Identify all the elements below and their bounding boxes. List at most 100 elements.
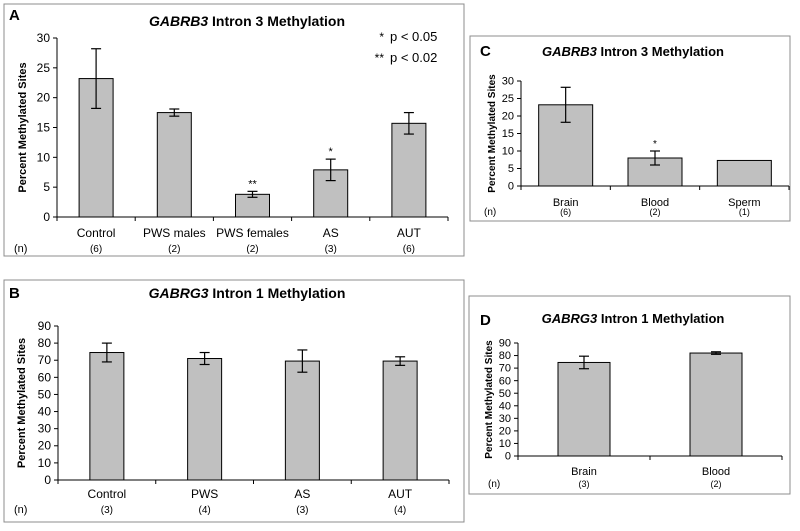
chart-title: GABRG3 Intron 1 Methylation	[149, 285, 346, 301]
category-label: AS	[323, 226, 339, 240]
title-text: Intron 3 Methylation	[597, 44, 724, 59]
y-tick-label: 50	[38, 387, 52, 401]
y-tick-label: 10	[37, 150, 51, 164]
bar	[284, 360, 320, 481]
significance-marker: *	[329, 146, 334, 158]
y-tick-label: 40	[38, 405, 52, 419]
category-label: Brain	[553, 197, 579, 209]
bar	[156, 112, 192, 218]
y-tick-label: 0	[505, 451, 511, 463]
legend-text: p < 0.05	[390, 29, 437, 44]
y-tick-label: 20	[499, 425, 511, 437]
bar	[716, 159, 772, 187]
n-count-label: (3)	[296, 505, 308, 516]
chart-title: GABRG3 Intron 1 Methylation	[542, 311, 725, 326]
category-label: Brain	[571, 466, 597, 478]
y-axis-label: Percent Methylated Sites	[17, 62, 29, 192]
legend-text: p < 0.02	[390, 50, 437, 65]
legend-symbol: *	[379, 30, 384, 44]
panel-frame	[469, 35, 791, 222]
title-gene: GABRB3	[149, 13, 208, 29]
panel-letter: B	[9, 285, 20, 302]
category-label: Blood	[641, 197, 669, 209]
n-count-label: (3)	[579, 479, 590, 489]
y-tick-label: 15	[37, 120, 51, 134]
n-count-label: (3)	[101, 505, 113, 516]
y-axis-label: Percent Methylated Sites	[16, 338, 28, 468]
category-label: Blood	[702, 466, 730, 478]
y-tick-label: 10	[499, 438, 511, 450]
title-gene: GABRG3	[149, 285, 209, 301]
y-tick-label: 0	[43, 210, 50, 224]
category-label: Control	[77, 226, 116, 240]
bar	[382, 360, 418, 481]
bar	[187, 358, 223, 481]
category-label: PWS	[191, 487, 218, 501]
bar	[557, 361, 611, 457]
y-tick-label: 90	[38, 319, 52, 333]
n-row-label: (n)	[14, 243, 27, 255]
n-count-label: (6)	[90, 244, 102, 255]
y-axis-label: Percent Methylated Sites	[484, 340, 495, 459]
category-label: Control	[88, 487, 127, 501]
y-tick-label: 25	[502, 93, 514, 105]
n-row-label: (n)	[484, 207, 496, 218]
y-tick-label: 15	[502, 128, 514, 140]
y-tick-label: 70	[499, 363, 511, 375]
title-gene: GABRG3	[542, 311, 598, 326]
panel-letter: C	[480, 43, 491, 60]
n-count-label: (6)	[560, 207, 571, 217]
n-count-label: (2)	[246, 244, 258, 255]
n-count-label: (4)	[394, 505, 406, 516]
y-tick-label: 70	[38, 353, 52, 367]
panel-letter: D	[480, 312, 491, 329]
y-tick-label: 80	[38, 336, 52, 350]
y-tick-label: 90	[499, 338, 511, 350]
title-gene: GABRB3	[542, 44, 598, 59]
bar	[89, 352, 125, 481]
y-tick-label: 0	[44, 473, 51, 487]
bar	[391, 122, 427, 218]
n-count-label: (2)	[711, 479, 722, 489]
n-count-label: (4)	[199, 505, 211, 516]
y-tick-label: 60	[38, 370, 52, 384]
category-label: Sperm	[728, 197, 760, 209]
panel-d: D GABRG3 Intron 1 Methylation Percent Meth…	[468, 295, 791, 495]
y-tick-label: 20	[38, 439, 52, 453]
y-tick-label: 50	[499, 388, 511, 400]
category-label: PWS males	[143, 226, 206, 240]
y-tick-label: 10	[38, 456, 52, 470]
category-label: AUT	[397, 226, 422, 240]
panel-b: B GABRG3 Intron 1 Methylation Percent Meth…	[3, 279, 465, 523]
y-tick-label: 40	[499, 400, 511, 412]
n-count-label: (2)	[168, 244, 180, 255]
y-tick-label: 30	[38, 422, 52, 436]
title-text: Intron 1 Methylation	[209, 285, 346, 301]
y-tick-label: 60	[499, 375, 511, 387]
category-label: AS	[294, 487, 310, 501]
panel-c: C GABRB3 Intron 3 Methylation Percent Meth…	[469, 35, 791, 222]
title-text: Intron 1 Methylation	[597, 311, 724, 326]
n-count-label: (2)	[650, 207, 661, 217]
y-tick-label: 25	[37, 61, 51, 75]
n-count-label: (6)	[403, 244, 415, 255]
chart-title: GABRB3 Intron 3 Methylation	[542, 44, 724, 59]
y-tick-label: 0	[508, 181, 514, 193]
legend-symbol: **	[375, 51, 385, 65]
y-tick-label: 80	[499, 350, 511, 362]
y-tick-label: 20	[502, 111, 514, 123]
category-label: AUT	[388, 487, 413, 501]
category-label: PWS females	[216, 226, 289, 240]
y-tick-label: 10	[502, 146, 514, 158]
y-tick-label: 5	[43, 180, 50, 194]
y-axis-label: Percent Methylated Sites	[487, 74, 498, 193]
significance-marker: **	[248, 178, 257, 190]
y-tick-label: 5	[508, 163, 514, 175]
n-row-label: (n)	[14, 504, 27, 516]
title-text: Intron 3 Methylation	[208, 13, 345, 29]
bar	[689, 352, 743, 457]
n-row-label: (n)	[488, 479, 500, 490]
n-count-label: (3)	[325, 244, 337, 255]
y-tick-label: 30	[502, 76, 514, 88]
